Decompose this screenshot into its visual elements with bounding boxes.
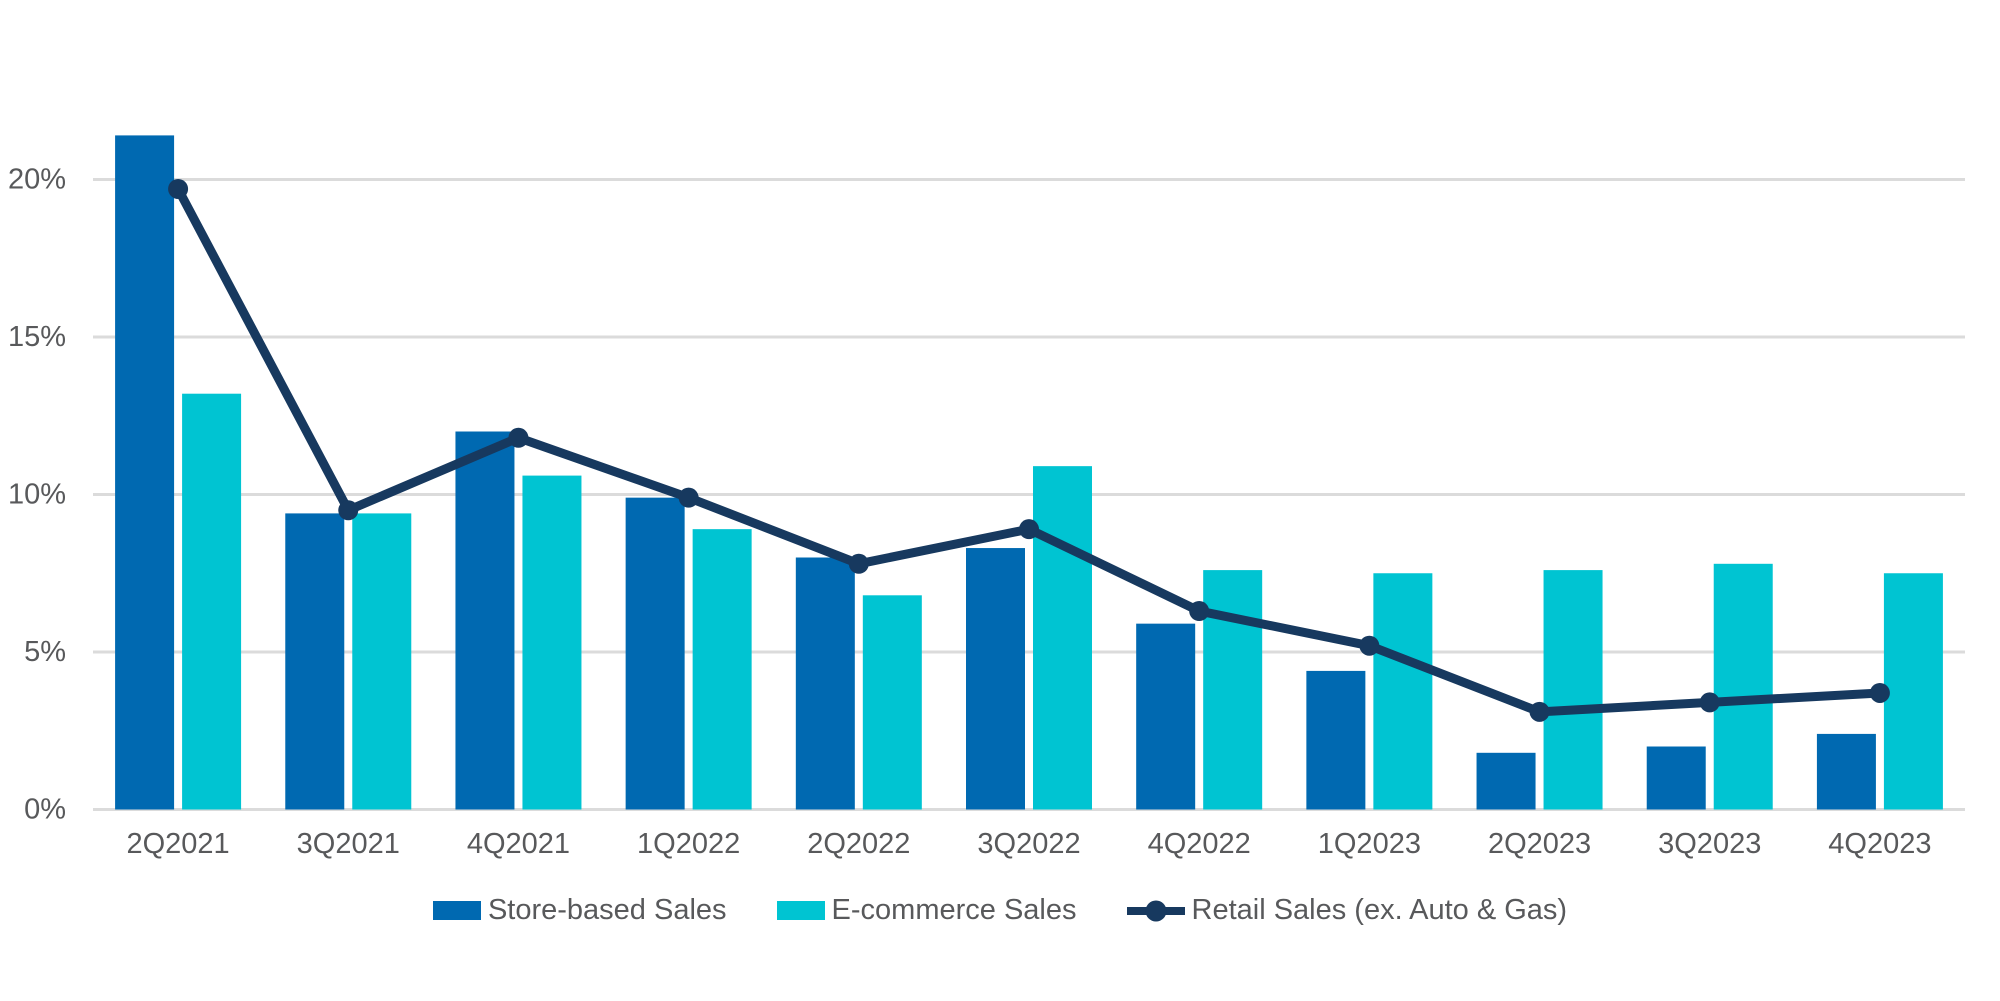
bar-store-based-sales-1q2022 <box>625 497 685 810</box>
point-retail-sales-ex-auto-gas-3q2021 <box>338 500 359 521</box>
point-retail-sales-ex-auto-gas-3q2022 <box>1019 519 1039 540</box>
x-axis-label-4q2022: 4Q2022 <box>1148 828 1251 860</box>
bar-e-commerce-sales-4q2021 <box>522 475 582 810</box>
point-retail-sales-ex-auto-gas-2q2023 <box>1529 701 1550 722</box>
bar-store-based-sales-2q2022 <box>795 557 855 810</box>
x-axis-label-3q2022: 3Q2022 <box>977 828 1080 860</box>
bar-e-commerce-sales-2q2023 <box>1543 570 1603 810</box>
point-retail-sales-ex-auto-gas-3q2023 <box>1699 692 1720 713</box>
x-axis-label-1q2022: 1Q2022 <box>637 828 740 860</box>
bar-e-commerce-sales-4q2022 <box>1203 570 1263 810</box>
point-retail-sales-ex-auto-gas-1q2022 <box>678 487 699 508</box>
x-axis-label-2q2021: 2Q2021 <box>126 828 229 860</box>
bar-e-commerce-sales-3q2023 <box>1713 563 1773 810</box>
y-axis-tick-label-15%: 15% <box>8 321 66 353</box>
bar-e-commerce-sales-3q2021 <box>352 513 412 810</box>
point-retail-sales-ex-auto-gas-2q2021 <box>168 178 189 199</box>
point-retail-sales-ex-auto-gas-1q2023 <box>1359 635 1380 656</box>
bar-store-based-sales-2q2023 <box>1476 752 1536 810</box>
bar-e-commerce-sales-3q2022 <box>1033 466 1092 810</box>
line-retail-sales-ex-auto-gas <box>173 184 1885 717</box>
y-axis-tick-label-10%: 10% <box>8 479 66 511</box>
x-axis-label-2q2022: 2Q2022 <box>807 828 910 860</box>
bar-store-based-sales-3q2023 <box>1646 746 1706 810</box>
bar-store-based-sales-3q2021 <box>285 513 345 810</box>
y-axis-tick-label-5%: 5% <box>24 636 66 668</box>
x-axis-label-4q2023: 4Q2023 <box>1828 828 1931 860</box>
x-axis-label-3q2021: 3Q2021 <box>297 828 400 860</box>
x-axis-label-3q2023: 3Q2023 <box>1658 828 1761 860</box>
bar-store-based-sales-4q2023 <box>1816 733 1876 810</box>
y-axis-tick-label-20%: 20% <box>8 164 66 196</box>
point-retail-sales-ex-auto-gas-2q2022 <box>848 553 869 574</box>
bar-e-commerce-sales-2q2022 <box>862 595 922 810</box>
point-retail-sales-ex-auto-gas-4q2023 <box>1869 682 1890 703</box>
bar-e-commerce-sales-2q2021 <box>182 393 242 810</box>
bar-e-commerce-sales-1q2023 <box>1373 573 1433 810</box>
bar-store-based-sales-4q2021 <box>455 431 515 810</box>
x-axis-label-2q2023: 2Q2023 <box>1488 828 1591 860</box>
x-axis-label-4q2021: 4Q2021 <box>467 828 570 860</box>
bar-e-commerce-sales-1q2022 <box>692 529 752 810</box>
y-axis-tick-label-0%: 0% <box>24 794 66 826</box>
bar-store-based-sales-3q2022 <box>966 548 1025 810</box>
bar-store-based-sales-1q2023 <box>1306 670 1366 810</box>
bar-store-based-sales-4q2022 <box>1136 623 1196 810</box>
bar-e-commerce-sales-4q2023 <box>1883 573 1943 810</box>
bar-store-based-sales-2q2021 <box>115 135 175 810</box>
point-retail-sales-ex-auto-gas-4q2022 <box>1189 601 1210 622</box>
point-retail-sales-ex-auto-gas-4q2021 <box>508 427 529 448</box>
x-axis-label-1q2023: 1Q2023 <box>1318 828 1421 860</box>
